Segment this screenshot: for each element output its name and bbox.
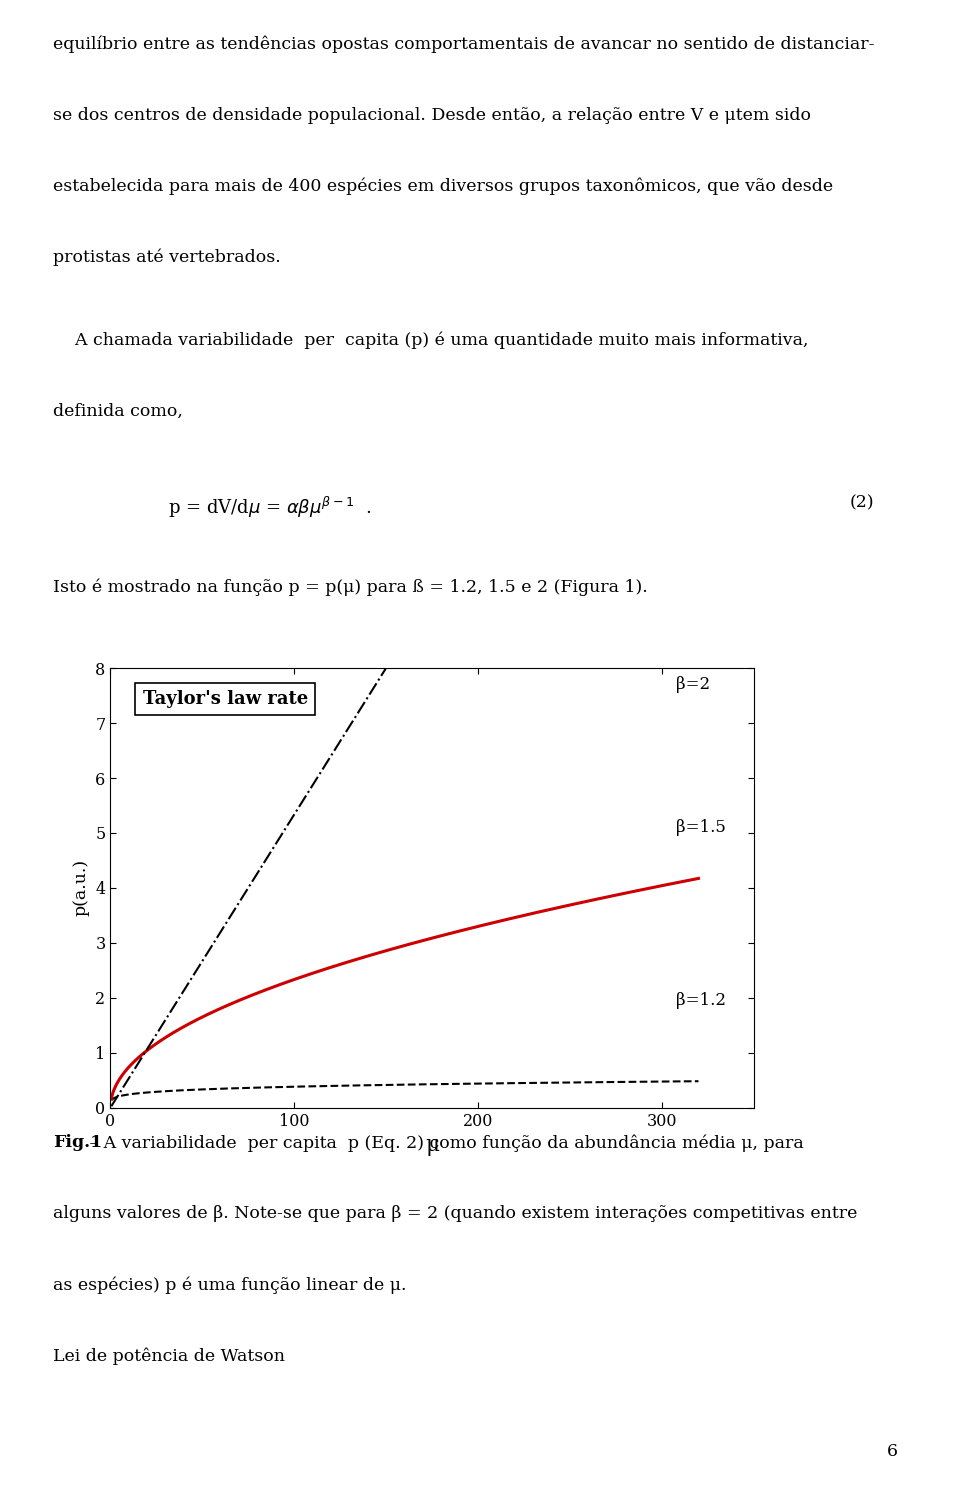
X-axis label: μ: μ [425,1134,439,1156]
Text: alguns valores de β. Note-se que para β = 2 (quando existem interações competiti: alguns valores de β. Note-se que para β … [53,1205,857,1222]
Text: – A variabilidade  per capita  p (Eq. 2) como função da abundância média μ, para: – A variabilidade per capita p (Eq. 2) c… [84,1134,804,1152]
Text: se dos centros de densidade populacional. Desde então, a relação entre V e μtem : se dos centros de densidade populacional… [53,107,811,124]
Y-axis label: p(a.u.): p(a.u.) [73,860,89,916]
Text: 6: 6 [887,1444,898,1460]
Text: Taylor's law rate: Taylor's law rate [142,690,308,708]
Text: p = dV/d$\mu$ = $\alpha\beta\mu^{\beta-1}$  .: p = dV/d$\mu$ = $\alpha\beta\mu^{\beta-1… [168,495,372,520]
Text: Lei de potência de Watson: Lei de potência de Watson [53,1347,285,1365]
Text: equilíbrio entre as tendências opostas comportamentais de avancar no sentido de : equilíbrio entre as tendências opostas c… [53,36,875,54]
Text: A chamada variabilidade  per  capita (p) é uma quantidade muito mais informativa: A chamada variabilidade per capita (p) é… [53,332,808,350]
Text: β=2: β=2 [677,676,710,693]
Text: protistas até vertebrados.: protistas até vertebrados. [53,249,280,267]
Text: as espécies) p é uma função linear de μ.: as espécies) p é uma função linear de μ. [53,1277,406,1293]
Text: β=1.5: β=1.5 [677,820,727,836]
Text: definida como,: definida como, [53,402,182,420]
Text: estabelecida para mais de 400 espécies em diversos grupos taxonômicos, que vão d: estabelecida para mais de 400 espécies e… [53,177,833,195]
Text: β=1.2: β=1.2 [677,992,727,1009]
Text: Fig.1: Fig.1 [53,1134,102,1152]
Text: (2): (2) [850,495,875,511]
Text: Isto é mostrado na função p = p(μ) para ß = 1.2, 1.5 e 2 (Figura 1).: Isto é mostrado na função p = p(μ) para … [53,578,648,596]
